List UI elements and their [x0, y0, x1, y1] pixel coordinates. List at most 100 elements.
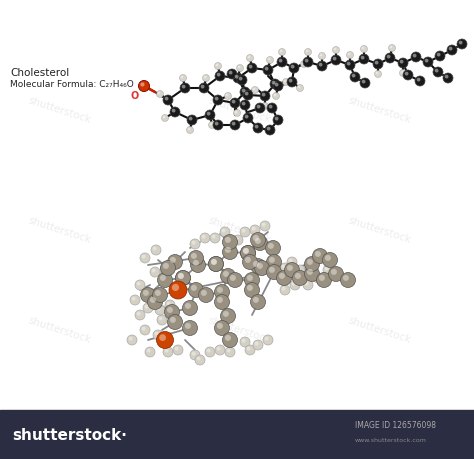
Circle shape [225, 347, 235, 357]
Circle shape [167, 307, 173, 313]
Circle shape [315, 251, 321, 257]
Circle shape [239, 77, 243, 80]
Circle shape [186, 127, 193, 134]
Circle shape [323, 265, 333, 275]
Circle shape [322, 252, 337, 268]
Circle shape [173, 345, 183, 355]
Circle shape [135, 280, 145, 290]
Circle shape [132, 297, 136, 301]
Circle shape [325, 267, 328, 271]
Circle shape [137, 282, 141, 285]
Circle shape [143, 303, 153, 313]
Circle shape [400, 60, 403, 63]
Circle shape [161, 261, 175, 275]
Circle shape [199, 287, 213, 302]
Circle shape [385, 53, 395, 63]
Circle shape [297, 267, 301, 271]
Circle shape [290, 280, 300, 290]
Circle shape [264, 336, 269, 341]
Text: shutterstock: shutterstock [347, 215, 413, 245]
Circle shape [282, 264, 286, 269]
Circle shape [225, 237, 231, 243]
Circle shape [189, 117, 192, 121]
Circle shape [343, 275, 349, 281]
Circle shape [457, 39, 467, 49]
Circle shape [289, 78, 292, 83]
Circle shape [245, 92, 248, 95]
Circle shape [233, 235, 243, 245]
Circle shape [207, 348, 210, 353]
Circle shape [306, 50, 309, 52]
Text: shutterstock: shutterstock [27, 95, 93, 125]
Circle shape [160, 265, 170, 275]
Circle shape [301, 61, 308, 67]
Circle shape [157, 315, 167, 325]
Circle shape [143, 290, 149, 296]
Circle shape [403, 70, 413, 80]
Circle shape [413, 54, 417, 57]
Circle shape [305, 59, 309, 62]
Text: shutterstock: shutterstock [207, 95, 273, 125]
Circle shape [232, 100, 236, 103]
Circle shape [346, 62, 350, 66]
Circle shape [181, 76, 183, 78]
Circle shape [272, 81, 275, 84]
Circle shape [275, 83, 279, 86]
Circle shape [162, 267, 165, 271]
Circle shape [248, 56, 250, 58]
Circle shape [191, 285, 197, 291]
Circle shape [189, 282, 203, 297]
Circle shape [449, 47, 453, 50]
Circle shape [283, 78, 290, 85]
Circle shape [345, 60, 355, 70]
Circle shape [390, 46, 392, 48]
Circle shape [205, 110, 215, 120]
Circle shape [242, 102, 246, 106]
Circle shape [217, 323, 223, 329]
Circle shape [155, 331, 159, 336]
Circle shape [227, 348, 230, 353]
Circle shape [240, 100, 250, 110]
Circle shape [223, 311, 229, 317]
Text: shutterstock: shutterstock [207, 315, 273, 345]
Circle shape [182, 85, 185, 89]
Circle shape [150, 297, 156, 303]
Circle shape [411, 52, 421, 62]
Circle shape [266, 56, 273, 63]
Circle shape [262, 93, 265, 96]
Circle shape [245, 115, 248, 118]
Circle shape [279, 49, 285, 56]
Circle shape [415, 76, 425, 86]
Circle shape [243, 113, 253, 123]
Circle shape [246, 55, 254, 62]
Text: shutterstock: shutterstock [27, 315, 93, 345]
Circle shape [328, 267, 344, 281]
Circle shape [252, 227, 255, 230]
Circle shape [199, 83, 209, 93]
Circle shape [375, 61, 379, 65]
Circle shape [164, 304, 180, 319]
Circle shape [174, 347, 179, 351]
Circle shape [159, 334, 166, 341]
Circle shape [352, 74, 356, 78]
Circle shape [401, 71, 403, 73]
Circle shape [361, 45, 367, 52]
Circle shape [405, 72, 409, 75]
Text: www.shutterstock.com: www.shutterstock.com [355, 437, 427, 442]
Circle shape [228, 273, 243, 287]
Circle shape [350, 72, 360, 82]
Circle shape [273, 81, 283, 91]
Circle shape [163, 95, 173, 105]
Circle shape [307, 269, 313, 275]
Circle shape [167, 314, 182, 330]
Circle shape [333, 57, 337, 61]
Circle shape [303, 280, 313, 290]
Circle shape [235, 75, 238, 78]
Circle shape [178, 273, 184, 279]
Circle shape [437, 53, 440, 56]
Circle shape [220, 269, 236, 284]
Circle shape [263, 65, 273, 75]
Circle shape [158, 92, 160, 95]
Circle shape [195, 355, 205, 365]
Circle shape [167, 254, 182, 269]
